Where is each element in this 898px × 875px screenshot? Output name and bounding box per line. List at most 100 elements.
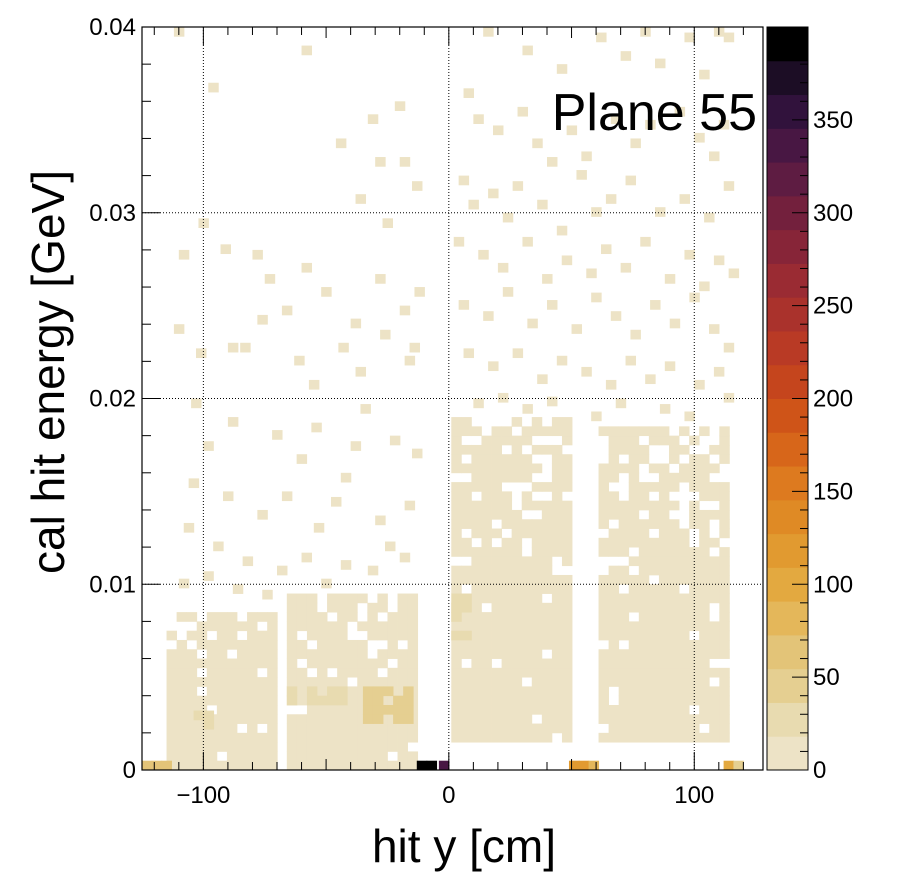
heatmap-cell [367, 621, 378, 632]
heatmap-cell [166, 704, 178, 715]
heatmap-cell [561, 255, 573, 266]
heatmap-cell [605, 379, 617, 390]
heatmap-cell [648, 584, 660, 594]
heatmap-cell [286, 723, 298, 734]
heatmap-cell [176, 658, 188, 669]
heatmap-cell [206, 649, 218, 659]
heatmap-cell [511, 565, 523, 576]
heatmap-cell [608, 639, 620, 650]
heatmap-cell [337, 723, 348, 734]
heatmap-cell [521, 574, 533, 585]
heatmap-cell [618, 574, 630, 585]
heatmap-cell [521, 630, 533, 641]
heatmap-cell [628, 677, 640, 687]
heatmap-cell [471, 732, 482, 743]
heatmap-cell [608, 621, 620, 632]
heatmap-cell [337, 760, 348, 771]
heatmap-cell [638, 602, 650, 613]
heatmap-cell [668, 584, 680, 594]
heatmap-cell [317, 677, 328, 687]
heatmap-cell [709, 723, 720, 734]
heatmap-cell [327, 658, 338, 669]
heatmap-cell [658, 649, 670, 659]
heatmap-cell [511, 658, 523, 669]
heatmap-cell [481, 732, 492, 743]
heatmap-cell [481, 528, 492, 539]
heatmap-cell [658, 472, 670, 483]
heatmap-cell [257, 751, 268, 762]
heatmap-cell [375, 157, 386, 167]
heatmap-cell [407, 639, 419, 650]
heatmap-cell [186, 695, 198, 706]
heatmap-cell [471, 621, 482, 632]
heatmap-cell [719, 677, 730, 687]
heatmap-cell [481, 677, 492, 687]
heatmap-cell [387, 732, 398, 743]
heatmap-cell [236, 714, 248, 724]
heatmap-cell [327, 742, 338, 752]
heatmap-cell [226, 658, 238, 669]
heatmap-cell [541, 482, 553, 492]
heatmap-cell [699, 593, 710, 604]
heatmap-cell [648, 649, 660, 659]
heatmap-cell [561, 556, 573, 567]
heatmap-cell [511, 528, 523, 539]
heatmap-cell [511, 454, 523, 464]
y-tick-label: 0.01 [89, 571, 136, 598]
heatmap-cell [257, 695, 268, 706]
heatmap-cell [176, 677, 188, 687]
heatmap-cell [709, 714, 720, 724]
heatmap-cell [478, 249, 489, 260]
heatmap-cell [491, 612, 502, 622]
heatmap-cell [668, 732, 680, 743]
heatmap-cell [321, 578, 332, 589]
heatmap-cell [511, 435, 523, 446]
heatmap-cell [317, 723, 328, 734]
heatmap-cell [541, 677, 553, 687]
heatmap-cell [501, 565, 513, 576]
heatmap-cell [296, 686, 308, 697]
heatmap-cell [176, 751, 188, 762]
heatmap-cell [451, 695, 462, 706]
heatmap-cell [689, 500, 700, 511]
heatmap-cell [608, 630, 620, 641]
heatmap-cell [397, 593, 408, 604]
heatmap-cell [357, 742, 368, 752]
heatmap-cell [491, 677, 502, 687]
heatmap-cell [196, 348, 207, 359]
heatmap-cell [668, 704, 680, 715]
heatmap-cell [618, 630, 630, 641]
heatmap-cell [451, 454, 462, 464]
heatmap-cell [658, 491, 670, 502]
heatmap-cell [608, 463, 620, 474]
heatmap-cell [531, 677, 543, 687]
heatmap-cell [491, 630, 502, 641]
heatmap-cell [598, 519, 610, 529]
heatmap-cell [387, 630, 398, 641]
heatmap-cell [296, 639, 308, 650]
heatmap-cell [257, 658, 268, 669]
heatmap-cell [598, 463, 610, 474]
heatmap-cell [541, 500, 553, 511]
heatmap-cell [628, 593, 640, 604]
heatmap-cell [689, 519, 700, 529]
heatmap-cell [598, 547, 610, 557]
heatmap-cell [461, 417, 472, 427]
colorbar-segment [767, 702, 808, 737]
heatmap-cell [648, 509, 660, 520]
heatmap-cell [618, 519, 630, 529]
heatmap-cell [531, 686, 543, 697]
heatmap-cell [719, 686, 730, 697]
heatmap-cell [461, 612, 472, 622]
heatmap-cell [491, 704, 502, 715]
heatmap-cell [561, 686, 573, 697]
heatmap-cell [461, 574, 472, 585]
heatmap-cell [247, 751, 258, 762]
heatmap-cell [471, 584, 482, 594]
heatmap-cell [659, 404, 671, 414]
heatmap-cell [397, 686, 408, 697]
heatmap-cell [598, 649, 610, 659]
heatmap-cell [451, 519, 462, 529]
heatmap-cell [551, 491, 563, 502]
heatmap-cell [236, 621, 248, 632]
